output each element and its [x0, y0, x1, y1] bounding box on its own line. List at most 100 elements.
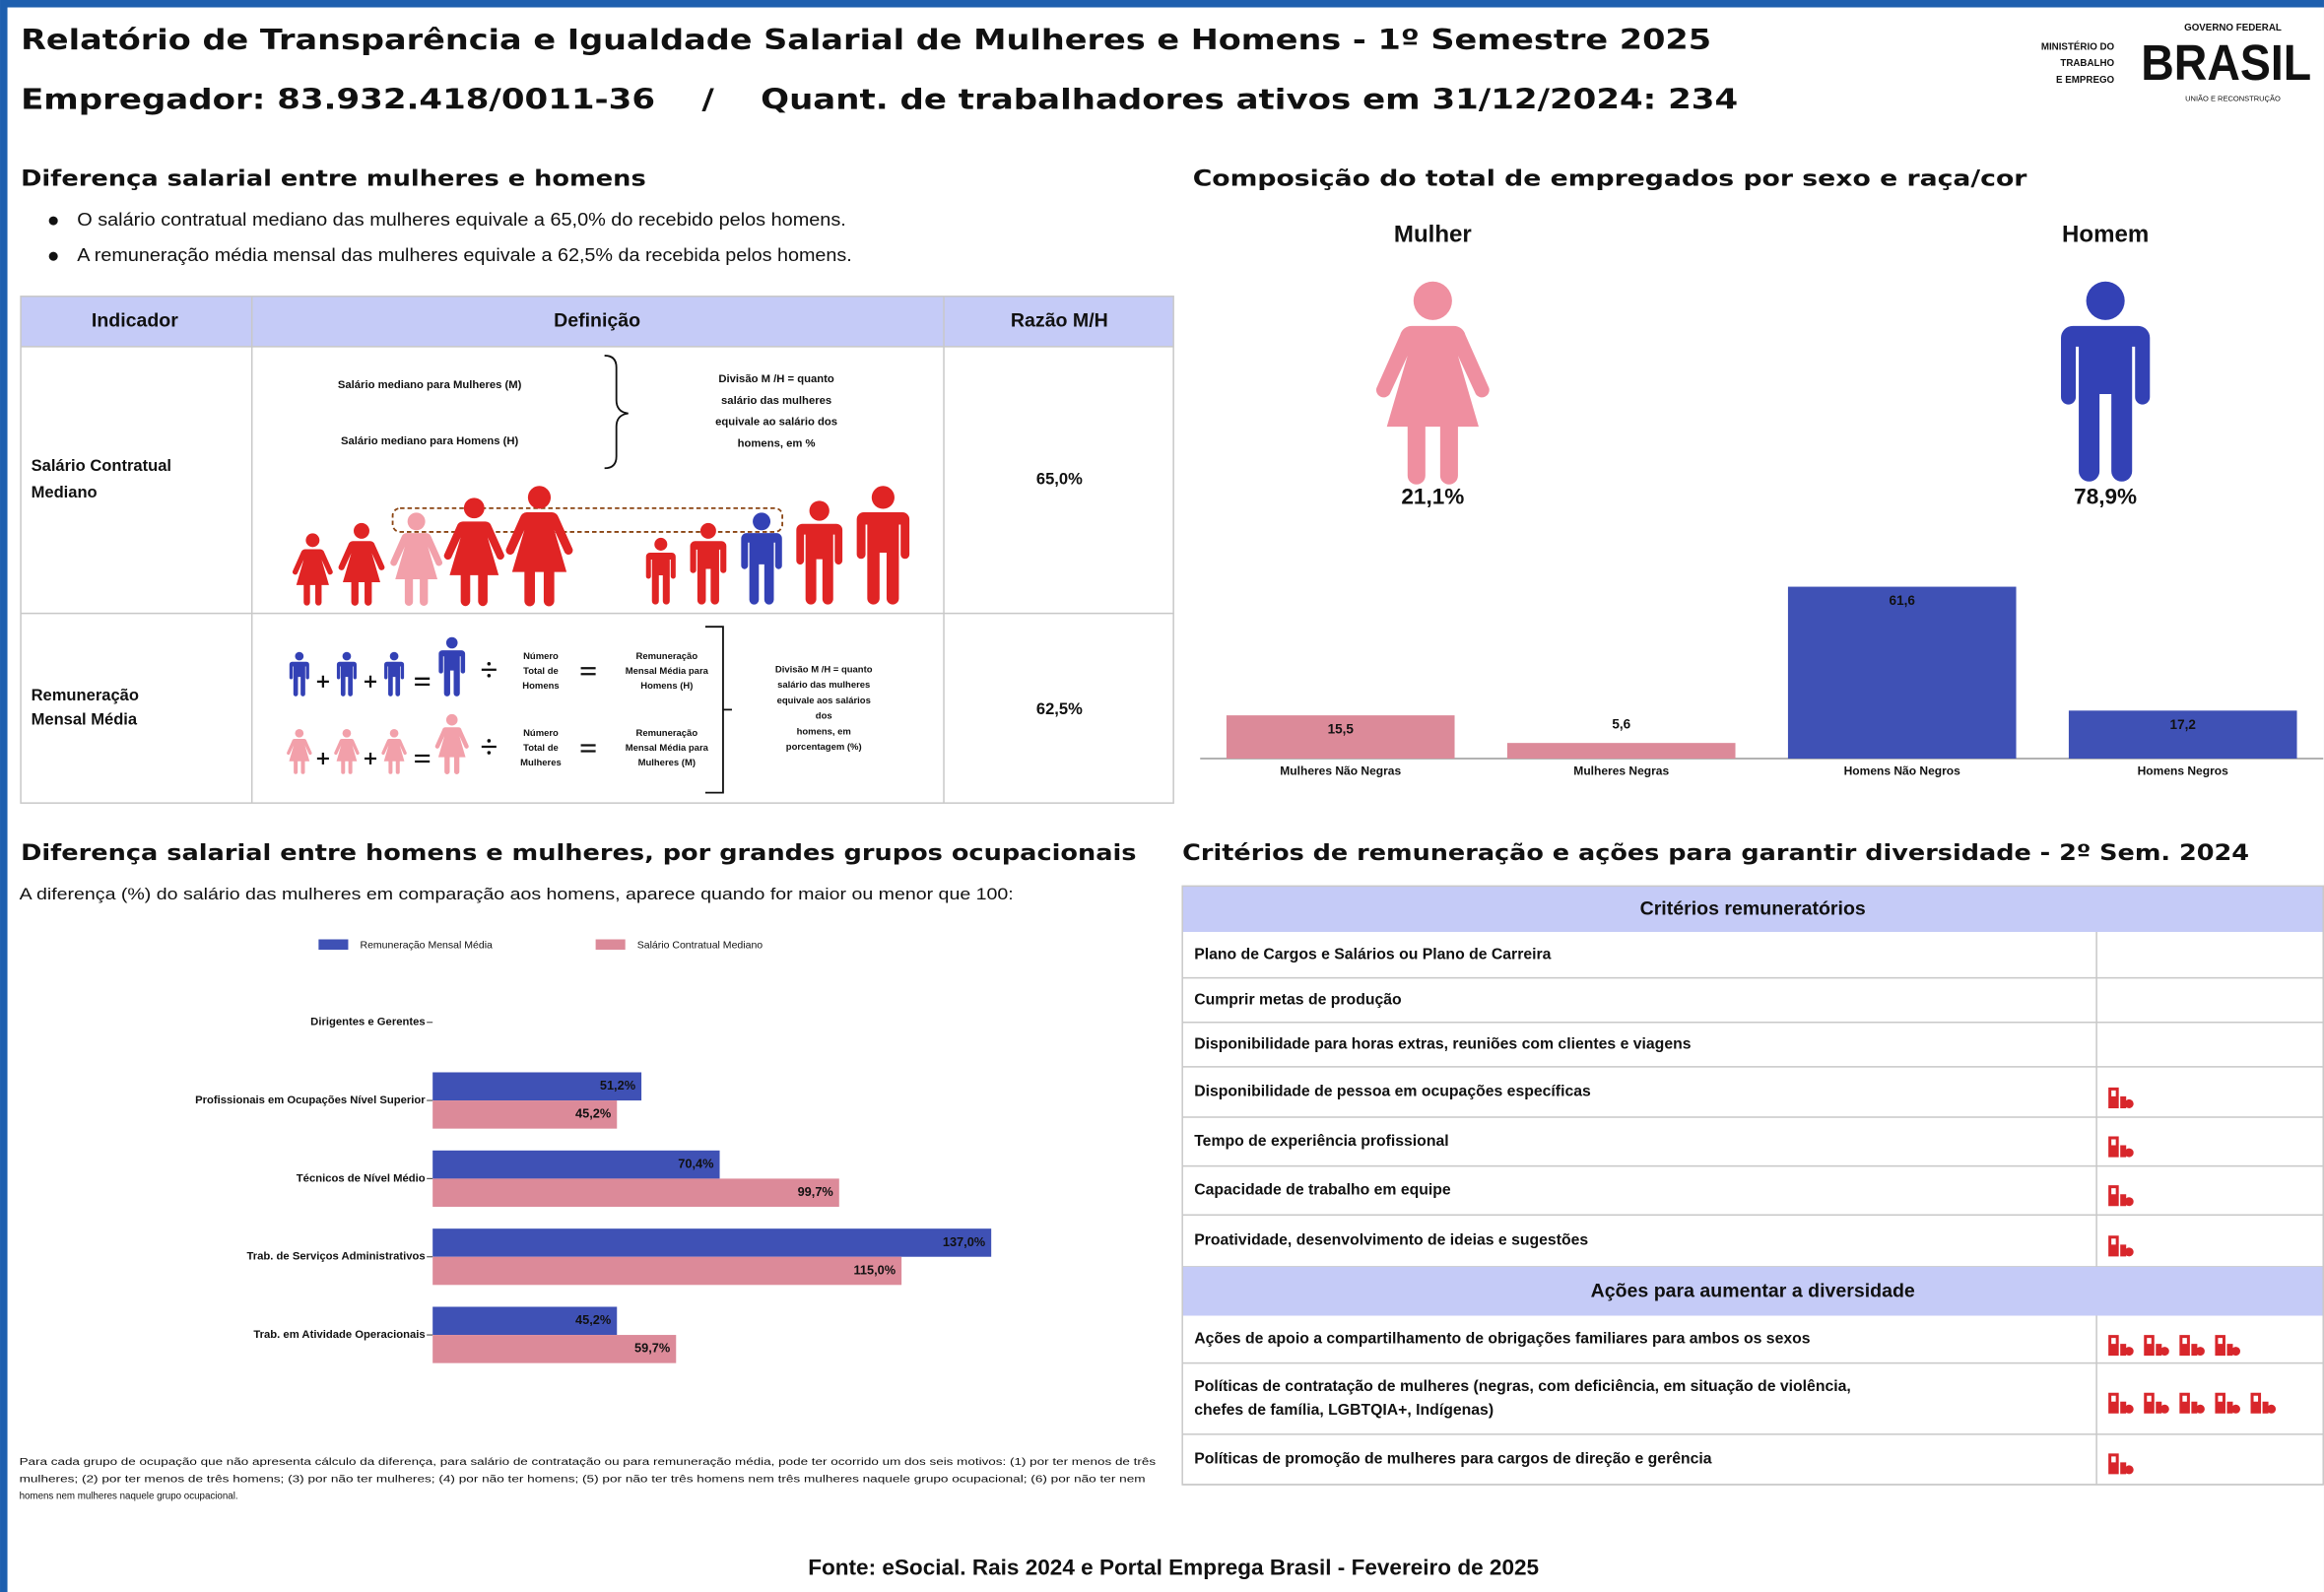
definition-text: Mulheres	[520, 758, 562, 768]
definition-text: homens, em	[797, 726, 851, 737]
bar	[1788, 587, 2017, 759]
logo-government: GOVERNO FEDERAL	[2184, 23, 2282, 33]
definition-text: salário das mulheres	[777, 680, 870, 691]
legend-swatch	[596, 940, 626, 951]
x-tick-label: Homens Não Negros	[1844, 764, 1960, 778]
criteria-row: Tempo de experiência profissional	[1194, 1133, 1448, 1150]
person-head	[390, 652, 399, 661]
bar-value-label: 59,7%	[634, 1341, 671, 1356]
divide-dot	[488, 739, 492, 743]
sex-share: 21,1%	[1401, 484, 1464, 508]
criteria-row: Proatividade, desenvolvimento de ideias …	[1194, 1232, 1588, 1249]
sex-label: Homem	[2062, 221, 2149, 247]
page-subtitle: Empregador: 83.932.418/0011-36 / Quant. …	[21, 82, 1738, 115]
definition-text: Homens (H)	[640, 681, 693, 692]
definition-text: Salário mediano para Mulheres (M)	[338, 379, 522, 391]
definition-text: Mensal Média para	[626, 666, 709, 677]
bar	[1507, 743, 1736, 759]
section-title: Diferença salarial entre mulheres e home…	[21, 166, 646, 191]
chart-subtitle: A diferença (%) do salário das mulheres …	[20, 885, 1014, 903]
definition-text: Divisão M /H = quanto	[718, 373, 833, 385]
footnote: mulheres; (2) por ter menos de três home…	[20, 1474, 1146, 1485]
definition-text: homens, em %	[738, 437, 816, 449]
person-head	[2087, 282, 2125, 320]
x-tick-label: Mulheres Não Negras	[1280, 764, 1401, 778]
bar-value-label: 17,2	[2170, 717, 2196, 732]
legend-swatch	[318, 940, 348, 951]
y-tick-label: Técnicos de Nível Médio	[297, 1172, 426, 1184]
bar-value-label: 45,2%	[575, 1312, 612, 1327]
indicator: Mensal Média	[32, 709, 138, 728]
footnote: Para cada grupo de ocupação que não apre…	[20, 1457, 1157, 1468]
logo-ministry: TRABALHO	[2060, 58, 2114, 69]
definition-text: Total de	[523, 743, 559, 754]
bar-value-label: 99,7%	[798, 1184, 834, 1199]
bar	[432, 1228, 991, 1257]
y-tick-label: Trab. de Serviços Administrativos	[247, 1251, 426, 1263]
person-head	[464, 498, 485, 518]
divide-dot	[488, 674, 492, 678]
indicator: Remuneração	[32, 686, 139, 704]
person-head	[1414, 282, 1452, 320]
definition-text: Divisão M /H = quanto	[775, 664, 873, 675]
logo-ministry: E EMPREGO	[2056, 75, 2115, 86]
table-header: Razão M/H	[1011, 310, 1108, 332]
bar	[432, 1178, 839, 1207]
page-title: Relatório de Transparência e Igualdade S…	[21, 23, 1711, 56]
definition-text: Salário mediano para Homens (H)	[341, 435, 519, 447]
person-head	[446, 637, 458, 649]
criteria-row: Capacidade de trabalho em equipe	[1194, 1182, 1451, 1199]
divide-dot	[488, 662, 492, 666]
action-row: chefes de família, LGBTQIA+, Indígenas)	[1194, 1402, 1494, 1419]
indicator: Mediano	[32, 483, 98, 501]
person-head	[343, 652, 352, 661]
bar-value-label: 45,2%	[575, 1106, 612, 1121]
person-head	[654, 538, 667, 551]
person-head	[528, 486, 551, 508]
y-tick-label: Trab. em Atividade Operacionais	[253, 1329, 425, 1341]
page: { "header": { "title": "Relatório de Tra…	[0, 0, 2324, 1592]
divide-dot	[488, 751, 492, 755]
definition-text: salário das mulheres	[721, 395, 831, 407]
person-head	[700, 523, 716, 539]
action-row: Ações de apoio a compartilhamento de obr…	[1194, 1331, 1811, 1348]
definition-text: dos	[816, 711, 832, 722]
table-header: Ações para aumentar a diversidade	[1591, 1281, 1915, 1302]
legend-label: Remuneração Mensal Média	[360, 939, 493, 951]
person-head	[354, 523, 369, 539]
definition-text: Número	[523, 651, 559, 662]
person-head	[408, 512, 426, 530]
indicator: Salário Contratual	[32, 456, 171, 475]
definition-text: Mensal Média para	[626, 743, 709, 754]
person-head	[810, 500, 830, 520]
person-head	[390, 729, 399, 738]
definition-text: equivale aos salários	[777, 696, 871, 706]
bar-value-label: 15,5	[1328, 722, 1355, 737]
person-head	[295, 729, 303, 738]
bar-value-label: 5,6	[1612, 717, 1630, 732]
sex-share: 78,9%	[2074, 484, 2137, 508]
table-header: Definição	[554, 310, 640, 332]
x-tick-label: Homens Negros	[2138, 764, 2228, 778]
action-row: Políticas de contratação de mulheres (ne…	[1194, 1378, 1851, 1395]
bar	[432, 1151, 719, 1179]
x-tick-label: Mulheres Negras	[1573, 764, 1669, 778]
section-title: Composição do total de empregados por se…	[1193, 166, 2028, 191]
ratio: 62,5%	[1036, 699, 1083, 718]
sex-label: Mulher	[1394, 221, 1472, 247]
bar-value-label: 51,2%	[600, 1078, 636, 1093]
logo-brasil: BRASIL	[2141, 34, 2311, 91]
footer-source: Fonte: eSocial. Rais 2024 e Portal Empre…	[808, 1556, 1539, 1580]
section-title: Critérios de remuneração e ações para ga…	[1182, 840, 2249, 866]
person-head	[295, 652, 303, 661]
logo-ministry: MINISTÉRIO DO	[2041, 41, 2115, 53]
person-head	[305, 533, 319, 547]
bullet-dot	[49, 217, 58, 226]
definition-text: Mulheres (M)	[638, 758, 696, 768]
bar-value-label: 70,4%	[678, 1156, 714, 1170]
legend-label: Salário Contratual Mediano	[637, 939, 764, 951]
bar-value-label: 115,0%	[854, 1262, 896, 1277]
footnote: homens nem mulheres naquele grupo ocupac…	[20, 1492, 238, 1502]
definition-text: Número	[523, 728, 559, 739]
criteria-row: Disponibilidade para horas extras, reuni…	[1194, 1035, 1692, 1052]
